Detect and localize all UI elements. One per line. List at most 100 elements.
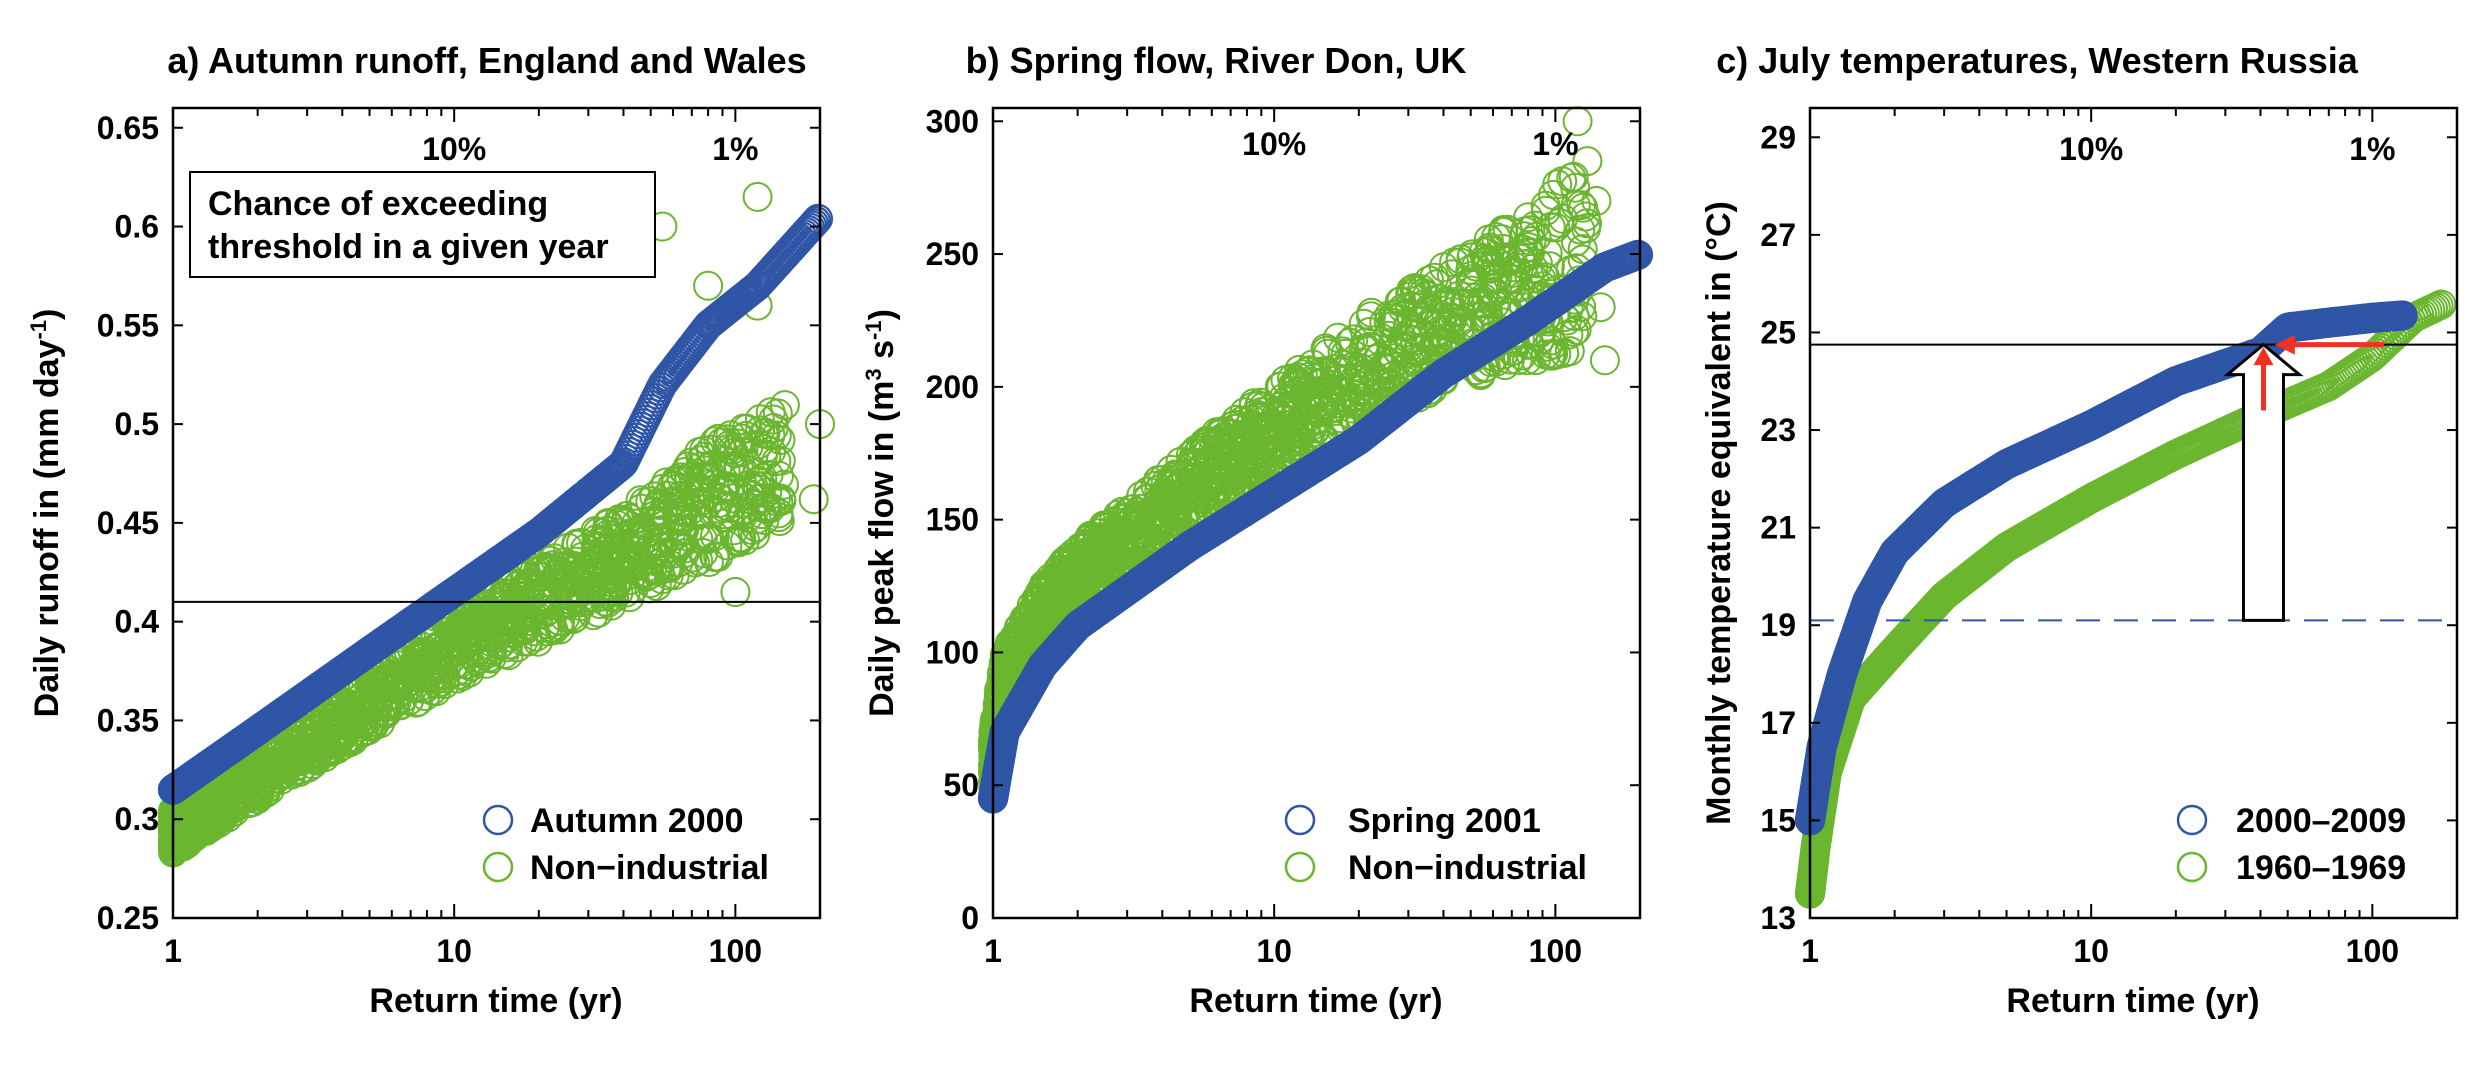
panel-c-blue-points	[1794, 300, 2418, 836]
panel-a-green-point	[743, 429, 774, 460]
panel-a-y-label-end: )	[28, 309, 66, 320]
panel-b-green-point	[1125, 507, 1156, 537]
panel-b-green-point	[1264, 371, 1295, 402]
panel-b-green-point	[1242, 448, 1272, 479]
panel-b-green-point	[1423, 283, 1454, 314]
panel-a-blue-point	[796, 210, 828, 241]
panel-b-green-outlier	[1585, 292, 1616, 323]
panel-a-green-point	[734, 469, 765, 500]
panel-b-blue-point	[1622, 239, 1654, 270]
panel-b-green-point	[1280, 399, 1311, 430]
panel-b-blue-points	[977, 239, 1654, 814]
panel-b-green-point	[1378, 310, 1409, 341]
panel-b-x-tick-label: 1	[984, 933, 1002, 969]
panel-a-blue-points	[157, 203, 834, 805]
panel-b-legend: Spring 2001 Non−industrial	[1284, 802, 1587, 887]
panel-a-green-point	[758, 404, 789, 435]
panel-a-pct-label-10: 10%	[422, 131, 486, 167]
panel-b-green-outlier	[1572, 146, 1603, 177]
panel-b-legend-label-blue: Spring 2001	[1348, 802, 1541, 840]
panel-a-green-point	[471, 605, 502, 636]
panel-a-title: a) Autumn runoff, England and Wales	[167, 40, 806, 81]
panel-a-green-point	[169, 829, 200, 860]
panel-a-y-label-main: Daily runoff in (mm day	[28, 339, 66, 717]
panel-b-pct-label-1: 1%	[1532, 126, 1578, 162]
panel-a-green-point	[474, 595, 505, 626]
panel-b-green-point	[1126, 480, 1157, 511]
panel-a-x-tick-label: 1	[164, 933, 182, 969]
panel-a-green-point	[610, 508, 641, 539]
panel-a-annotation-line-1: Chance of exceeding	[208, 185, 548, 223]
panel-b-green-point	[1560, 226, 1591, 257]
panel-a-green-point	[484, 629, 515, 660]
panel-a-green-point	[482, 580, 513, 611]
panel-a-x-tick-label: 100	[709, 933, 762, 969]
panel-b-green-point	[1554, 336, 1585, 367]
panel-a-green-point	[684, 437, 715, 467]
panel-b-green-point	[1110, 507, 1141, 538]
panel-b-green-point	[1207, 416, 1238, 447]
panel-a-green-point	[769, 469, 799, 500]
panel-b-green-outlier	[1540, 212, 1571, 243]
panel-b-green-point	[1337, 393, 1368, 424]
panel-a-green-point	[749, 492, 780, 522]
panel-a-green-point	[305, 734, 336, 765]
panel-b-y-label-end: )	[863, 309, 901, 320]
panel-a-green-point	[607, 505, 638, 535]
panel-b-x-ticks: 1 10 100	[984, 108, 1641, 969]
panel-a-y-tick-label: 0.35	[97, 702, 159, 738]
panel-a-green-point	[732, 502, 763, 533]
panel-a-blue-point	[794, 212, 826, 243]
panel-a-blue-point	[798, 208, 830, 239]
panel-a-x-ticks: 1 10 100	[164, 108, 821, 969]
panel-b-legend-marker-green	[1284, 851, 1316, 883]
panel-a-green-point	[430, 663, 461, 694]
panel-a-green-outlier	[798, 484, 829, 515]
panel-b-green-point	[1418, 331, 1449, 362]
panel-b-green-point	[1185, 433, 1216, 464]
panel-a-green-point	[242, 776, 273, 807]
panel-b-green-point	[1048, 560, 1079, 591]
panel-b-y-axis-label: Daily peak flow in (m3 s-1)	[861, 309, 901, 717]
panel-b-x-tick-label: 100	[1529, 933, 1582, 969]
panel-a-green-point	[502, 571, 532, 602]
panel-a-green-point	[601, 509, 632, 540]
panel-b-green-point	[1530, 339, 1561, 370]
panel-a-green-point	[663, 504, 694, 535]
panel-b-title: b) Spring flow, River Don, UK	[966, 40, 1467, 81]
panel-b-green-point	[1492, 214, 1523, 245]
panel-a-green-point	[711, 424, 742, 455]
panel-a-pct-label-1: 1%	[712, 131, 758, 167]
panel-a-y-axis-label: Daily runoff in (mm day-1)	[26, 309, 66, 718]
panel-a-legend: Autumn 2000 Non−industrial	[482, 802, 769, 887]
panel-a-y-tick-label: 0.6	[115, 209, 159, 245]
panel-b-green-point	[1241, 457, 1272, 487]
panel-c-green-point	[2420, 292, 2451, 323]
panel-b-green-point	[1164, 459, 1195, 490]
panel-a-green-point	[706, 427, 737, 458]
panel-a-green-point	[605, 544, 636, 575]
panel-b-y-tick-label: 300	[926, 103, 979, 139]
panel-a-y-tick-label: 0.45	[97, 505, 159, 541]
panel-a-green-point	[659, 560, 690, 591]
panel-c: c) July temperatures, Western Russia 131…	[1700, 40, 2459, 1020]
panel-b-green-outlier	[1589, 345, 1620, 376]
panel-b-y-label-sup2: -1	[861, 320, 886, 340]
panel-b-green-point	[1350, 370, 1381, 401]
panel-b-y-tick-label: 150	[926, 502, 979, 538]
panel-a-green-point	[309, 742, 340, 773]
panel-a-y-label-sup: -1	[26, 320, 51, 340]
panel-a-green-point	[695, 434, 726, 465]
panel-a-green-point	[694, 522, 725, 553]
panel-b-green-point	[1168, 484, 1199, 514]
panel-a-green-point	[553, 553, 584, 584]
panel-b-green-points	[978, 106, 1620, 803]
panel-b-y-label-sup1: 3	[861, 368, 886, 380]
panel-a-green-point	[580, 543, 611, 574]
panel-b-green-point	[1016, 590, 1047, 621]
panel-a-green-point	[610, 561, 641, 592]
panel-b-green-point	[1273, 400, 1304, 431]
panel-b-green-point	[1561, 314, 1592, 345]
panel-b-legend-marker-blue	[1284, 804, 1316, 836]
